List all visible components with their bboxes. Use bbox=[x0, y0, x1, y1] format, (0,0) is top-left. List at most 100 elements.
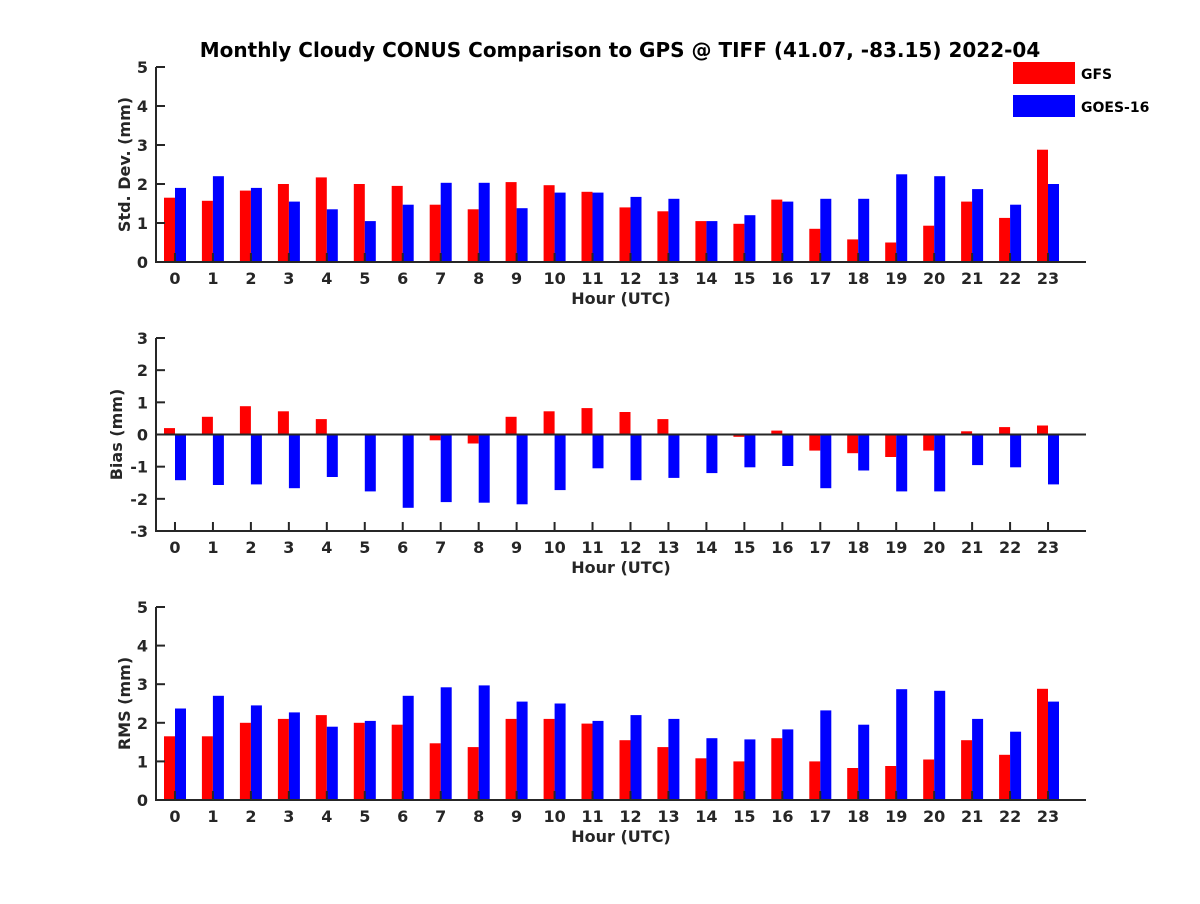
bar-gfs-13 bbox=[657, 211, 669, 262]
x-tick-label: 17 bbox=[809, 538, 831, 557]
bar-goes-16-11 bbox=[592, 720, 604, 800]
y-axis-label: Std. Dev. (mm) bbox=[115, 97, 134, 232]
x-tick-label: 10 bbox=[543, 538, 565, 557]
bar-goes-16-12 bbox=[630, 434, 642, 481]
x-tick-label: 6 bbox=[397, 807, 408, 826]
x-tick-label: 7 bbox=[435, 538, 446, 557]
legend-swatch-goes-16 bbox=[1013, 95, 1075, 117]
bar-goes-16-6 bbox=[402, 695, 414, 800]
bar-goes-16-22 bbox=[1010, 204, 1022, 262]
x-tick-label: 1 bbox=[207, 269, 218, 288]
x-tick-label: 5 bbox=[359, 807, 370, 826]
bar-goes-16-16 bbox=[782, 201, 794, 262]
bar-gfs-7 bbox=[429, 434, 441, 441]
bar-gfs-16 bbox=[771, 738, 783, 800]
bar-goes-16-21 bbox=[972, 189, 984, 262]
bar-gfs-17 bbox=[809, 761, 821, 800]
x-tick-label: 4 bbox=[321, 807, 332, 826]
bar-goes-16-15 bbox=[744, 739, 756, 800]
bar-goes-16-6 bbox=[402, 434, 414, 508]
y-tick-label: 4 bbox=[137, 637, 148, 656]
bar-goes-16-4 bbox=[326, 434, 338, 477]
bar-goes-16-8 bbox=[478, 685, 490, 800]
bar-gfs-9 bbox=[505, 182, 517, 262]
legend-swatch-gfs bbox=[1013, 62, 1075, 84]
bar-goes-16-23 bbox=[1048, 701, 1059, 800]
bar-gfs-23 bbox=[1037, 425, 1048, 435]
bar-goes-16-18 bbox=[858, 724, 870, 800]
bar-goes-16-2 bbox=[250, 434, 262, 485]
x-tick-label: 13 bbox=[657, 538, 679, 557]
x-tick-label: 2 bbox=[245, 807, 256, 826]
y-tick-label: 0 bbox=[137, 426, 148, 445]
bar-goes-16-12 bbox=[630, 715, 642, 800]
bar-gfs-12 bbox=[619, 207, 631, 262]
bar-goes-16-9 bbox=[516, 701, 528, 800]
bar-gfs-8 bbox=[467, 747, 479, 800]
x-tick-label: 15 bbox=[733, 538, 755, 557]
bar-goes-16-12 bbox=[630, 196, 642, 262]
y-tick-label: 4 bbox=[137, 97, 148, 116]
bar-gfs-6 bbox=[391, 185, 403, 262]
x-tick-label: 7 bbox=[435, 807, 446, 826]
y-tick-label: 5 bbox=[137, 58, 148, 77]
bar-goes-16-17 bbox=[820, 434, 832, 489]
x-tick-label: 11 bbox=[581, 807, 603, 826]
bar-gfs-0 bbox=[164, 197, 175, 262]
bar-goes-16-10 bbox=[554, 192, 566, 262]
x-tick-label: 2 bbox=[245, 538, 256, 557]
bar-gfs-4 bbox=[315, 177, 327, 262]
bar-gfs-10 bbox=[543, 411, 555, 435]
bar-goes-16-1 bbox=[212, 434, 224, 485]
y-tick-label: 0 bbox=[137, 791, 148, 810]
bar-gfs-11 bbox=[581, 408, 593, 435]
y-tick-label: 1 bbox=[137, 214, 148, 233]
bar-goes-16-14 bbox=[706, 434, 718, 474]
x-tick-label: 9 bbox=[511, 269, 522, 288]
x-tick-label: 19 bbox=[885, 538, 907, 557]
y-tick-label: 3 bbox=[137, 136, 148, 155]
bar-goes-16-8 bbox=[478, 182, 490, 262]
bar-gfs-18 bbox=[847, 239, 859, 262]
bar-goes-16-4 bbox=[326, 726, 338, 800]
bar-gfs-23 bbox=[1037, 149, 1048, 262]
bar-goes-16-13 bbox=[668, 434, 680, 478]
x-tick-label: 15 bbox=[733, 269, 755, 288]
bar-gfs-19 bbox=[885, 242, 897, 262]
bar-gfs-21 bbox=[961, 201, 973, 262]
bar-gfs-6 bbox=[391, 724, 403, 800]
bar-gfs-18 bbox=[847, 434, 859, 454]
y-axis-label: Bias (mm) bbox=[107, 389, 126, 481]
x-tick-label: 0 bbox=[169, 538, 180, 557]
bar-goes-16-10 bbox=[554, 434, 566, 491]
x-tick-label: 10 bbox=[543, 269, 565, 288]
x-tick-label: 19 bbox=[885, 269, 907, 288]
y-tick-label: 1 bbox=[137, 752, 148, 771]
y-tick-label: 0 bbox=[137, 253, 148, 272]
bar-gfs-16 bbox=[771, 430, 783, 435]
bar-gfs-1 bbox=[201, 416, 213, 435]
y-tick-label: 3 bbox=[137, 675, 148, 694]
bar-goes-16-20 bbox=[934, 690, 946, 800]
bar-goes-16-14 bbox=[706, 221, 718, 262]
bar-goes-16-3 bbox=[288, 712, 300, 800]
bar-gfs-16 bbox=[771, 199, 783, 262]
x-tick-label: 16 bbox=[771, 538, 793, 557]
x-tick-label: 13 bbox=[657, 807, 679, 826]
x-tick-label: 2 bbox=[245, 269, 256, 288]
x-tick-label: 14 bbox=[695, 807, 717, 826]
bar-goes-16-10 bbox=[554, 703, 566, 800]
bar-goes-16-22 bbox=[1010, 434, 1022, 468]
bar-gfs-23 bbox=[1037, 688, 1048, 800]
bar-gfs-20 bbox=[923, 225, 935, 262]
bar-gfs-14 bbox=[695, 221, 707, 262]
bar-gfs-20 bbox=[923, 434, 935, 451]
bar-goes-16-7 bbox=[440, 687, 452, 800]
bar-goes-16-17 bbox=[820, 198, 832, 262]
x-tick-label: 4 bbox=[321, 269, 332, 288]
x-tick-label: 12 bbox=[619, 807, 641, 826]
bar-goes-16-18 bbox=[858, 198, 870, 262]
bar-goes-16-13 bbox=[668, 198, 680, 262]
